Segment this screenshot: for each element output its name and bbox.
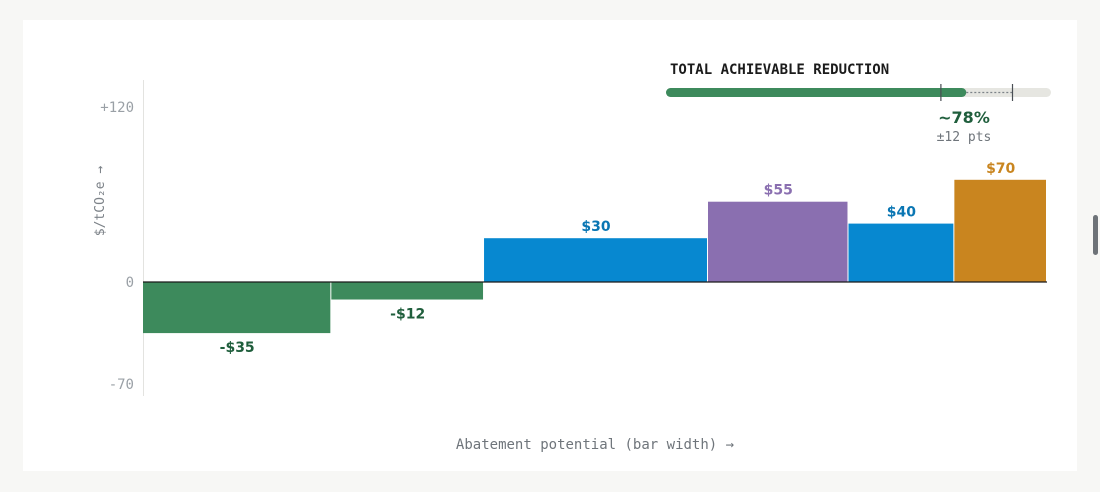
x-axis-label: Abatement potential (bar width) → <box>456 437 734 453</box>
bar-value-label: $30 <box>581 219 610 235</box>
indicator-uncertainty: ±12 pts <box>937 130 992 145</box>
bar <box>143 282 331 334</box>
y-tick-labels: +120 0 -70 <box>100 100 134 393</box>
indicator-value: ~78% <box>938 108 990 127</box>
scrollbar-thumb[interactable] <box>1093 215 1098 255</box>
indicator-fill <box>666 88 967 97</box>
bar <box>708 201 848 282</box>
bar-value-label: $40 <box>887 205 916 221</box>
bar <box>484 238 707 282</box>
bars-group <box>143 179 1046 334</box>
bar <box>848 223 954 282</box>
y-axis-label: $/tCO₂e → <box>93 166 108 237</box>
bar-value-label: -$12 <box>390 307 425 323</box>
total-reduction-indicator: TOTAL ACHIEVABLE REDUCTION ~78% ±12 pts <box>666 62 1051 145</box>
bar-value-labels: -$35 -$12 $30 $55 $40 $70 <box>220 161 1016 356</box>
bar <box>331 282 484 300</box>
bar-value-label: $55 <box>764 183 793 199</box>
indicator-title: TOTAL ACHIEVABLE REDUCTION <box>670 62 889 78</box>
bar-value-label: $70 <box>986 161 1015 177</box>
bar-value-label: -$35 <box>220 340 255 356</box>
y-tick-label: +120 <box>100 100 134 116</box>
bar <box>954 179 1046 282</box>
y-tick-label: 0 <box>126 275 134 291</box>
y-tick-label: -70 <box>109 377 134 393</box>
